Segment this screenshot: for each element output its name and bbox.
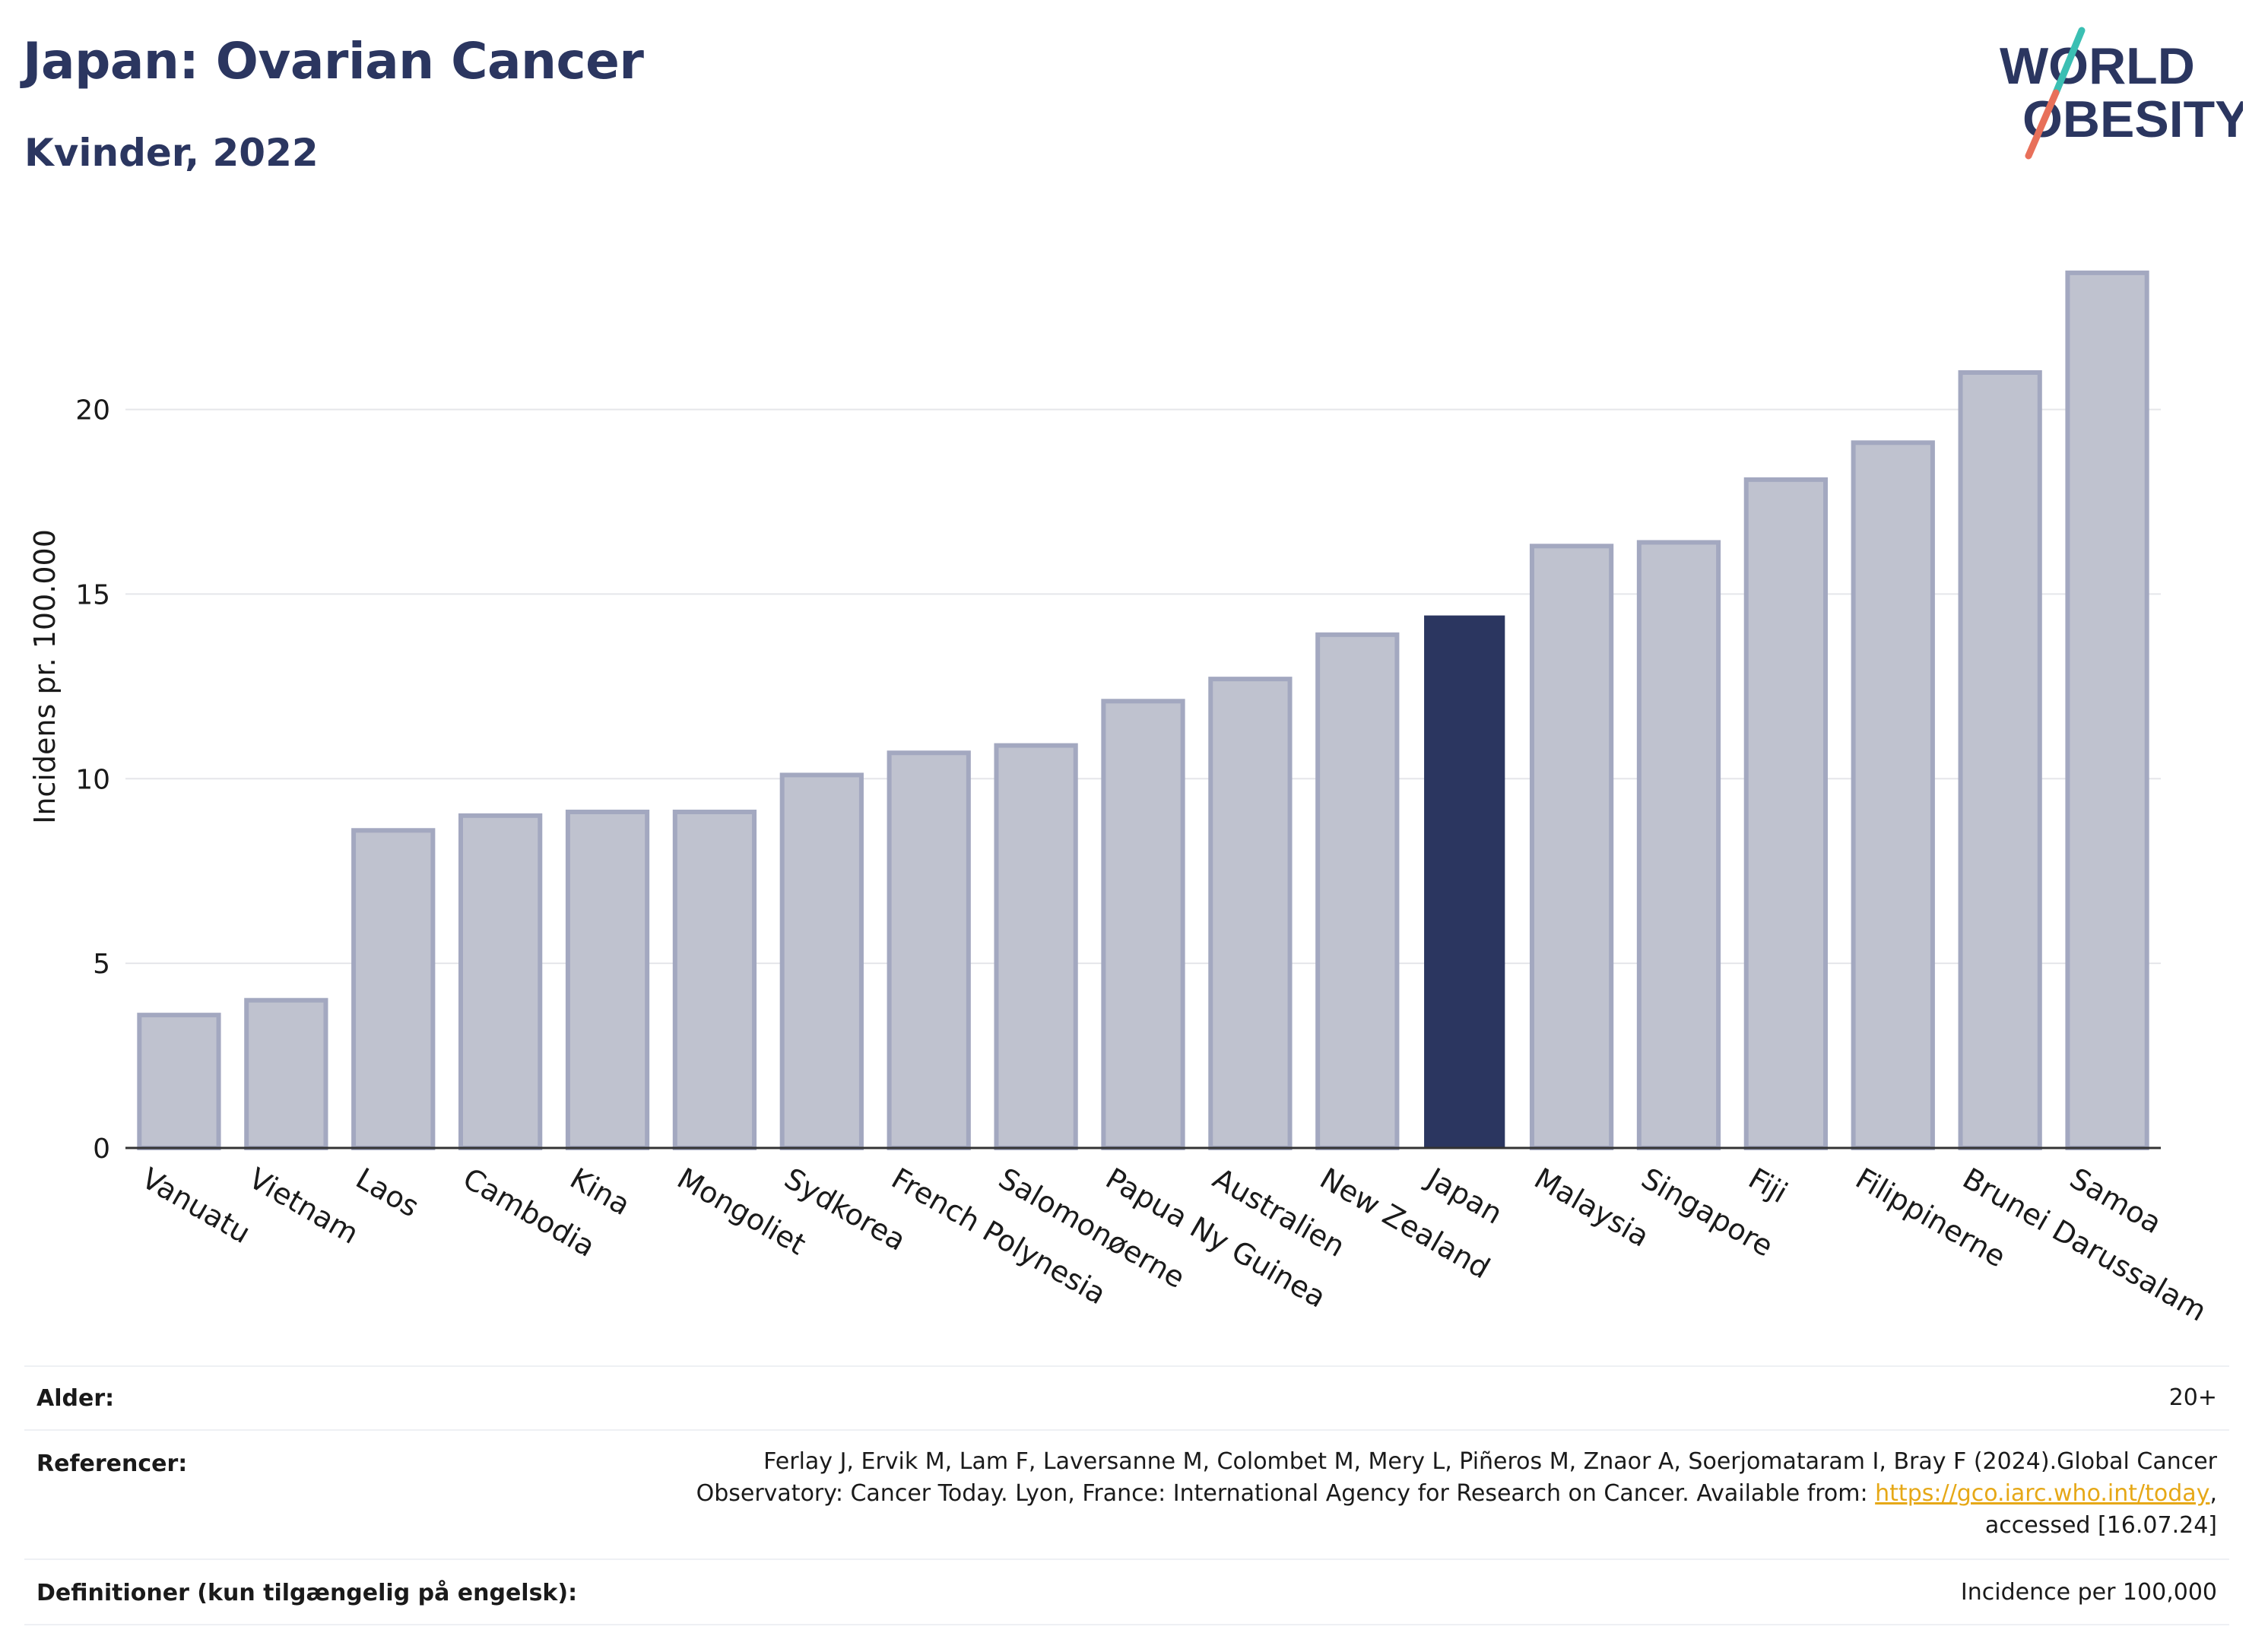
bar-mongoliet: [672, 810, 757, 1150]
chart-title: Japan: Ovarian Cancer: [23, 32, 644, 90]
references-line-3: accessed [16.07.24]: [1984, 1512, 2217, 1539]
x-tick-label: Fiji: [1743, 1162, 1793, 1210]
info-row-references: Referencer: Ferlay J, Ervik M, Lam F, La…: [24, 1429, 2229, 1560]
y-tick-label: 15: [75, 579, 110, 610]
chart-subtitle: Kvinder, 2022: [24, 131, 319, 175]
info-row-definitions: Definitioner (kun tilgængelig på engelsk…: [24, 1558, 2229, 1625]
references-line-1: Ferlay J, Ervik M, Lam F, Laversanne M, …: [763, 1448, 2217, 1475]
bar-vanuatu: [137, 1013, 221, 1150]
bar-vietnam: [244, 997, 328, 1150]
x-tick-label: Kina: [565, 1162, 636, 1222]
bar-australien: [1208, 677, 1293, 1150]
info-row-age: Alder: 20+: [24, 1365, 2229, 1431]
bar-french-polynesia: [887, 750, 971, 1150]
bar-new-zealand: [1315, 632, 1400, 1150]
age-label: Alder:: [36, 1385, 115, 1412]
bar-cambodia: [458, 813, 543, 1151]
x-tick-label: Laos: [351, 1162, 425, 1224]
bar-samoa: [2065, 270, 2149, 1150]
y-tick-label: 5: [93, 949, 110, 980]
bar-salomonøerne: [994, 743, 1078, 1150]
x-tick-label: Vanuatu: [136, 1162, 256, 1250]
age-value: 20+: [2168, 1384, 2217, 1411]
y-tick-label: 0: [93, 1134, 110, 1165]
references-line-2-end: ,: [2209, 1480, 2217, 1507]
definitions-value: Incidence per 100,000: [1960, 1579, 2217, 1606]
logo-text-obesity: OBESITY: [2022, 90, 2243, 148]
bar-filippinerne: [1851, 440, 1935, 1150]
references-label: Referencer:: [36, 1451, 188, 1477]
bar-laos: [351, 828, 436, 1151]
bars: [137, 270, 2149, 1151]
x-tick-label: Malaysia: [1529, 1162, 1655, 1254]
x-tick-label: Vietnam: [243, 1162, 364, 1251]
definitions-label: Definitioner (kun tilgængelig på engelsk…: [36, 1580, 578, 1606]
bar-fiji: [1743, 477, 1828, 1150]
world-obesity-logo: WORLD OBESITY: [2000, 27, 2243, 160]
references-line-2: Observatory: Cancer Today. Lyon, France:…: [696, 1478, 2217, 1510]
y-axis-label: Incidens pr. 100.000: [28, 529, 62, 824]
logo-slash-coral: [2025, 89, 2060, 160]
bar-sydkorea: [779, 772, 864, 1151]
bar-brunei-darussalam: [1958, 370, 2042, 1150]
bar-kina: [565, 810, 650, 1150]
logo-slash-teal: [2052, 27, 2086, 97]
bar-papua-ny-guinea: [1101, 699, 1185, 1150]
logo-text-world: WORLD: [2000, 37, 2195, 95]
references-value: Ferlay J, Ervik M, Lam F, Laversanne M, …: [696, 1446, 2217, 1542]
bar-malaysia: [1529, 544, 1614, 1150]
references-line-2-text: Observatory: Cancer Today. Lyon, France:…: [696, 1480, 1876, 1507]
y-tick-label: 10: [75, 764, 110, 795]
bar-singapore: [1636, 540, 1721, 1150]
bar-japan: [1424, 615, 1505, 1149]
y-tick-label: 20: [75, 395, 110, 426]
y-tick-labels: 0 5 10 15 20: [75, 395, 110, 1165]
references-link[interactable]: https://gco.iarc.who.int/today: [1875, 1480, 2210, 1507]
